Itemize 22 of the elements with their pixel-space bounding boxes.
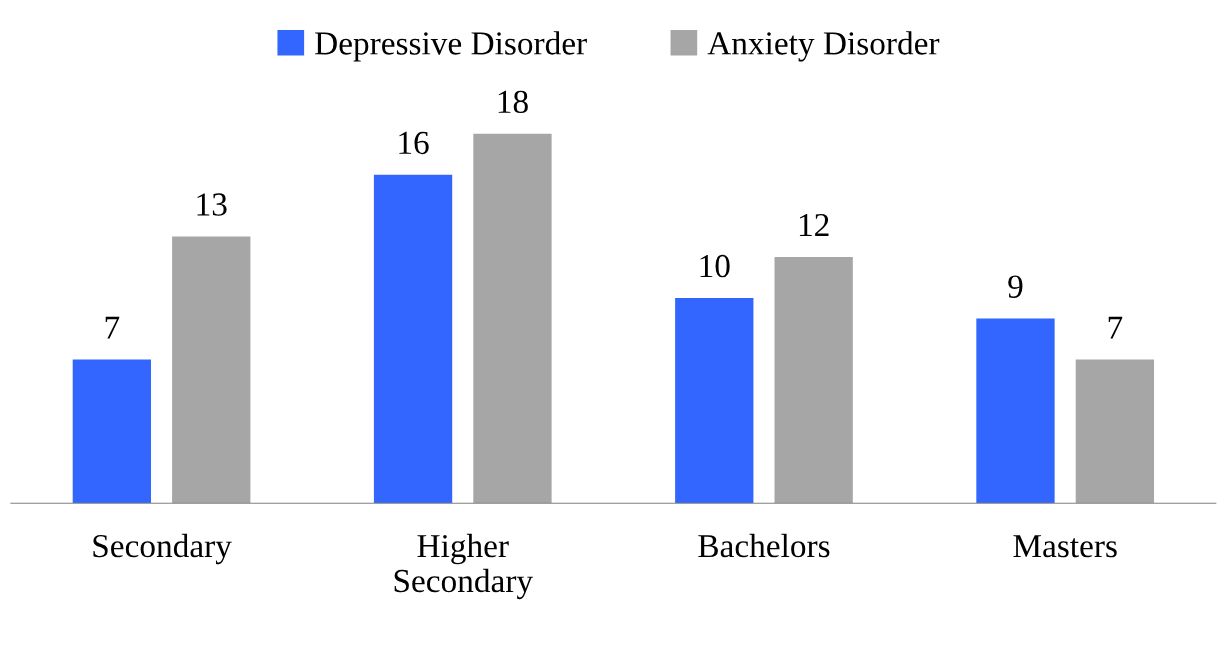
data-label: 7 xyxy=(105,316,120,339)
bar xyxy=(774,256,853,504)
bar xyxy=(72,359,152,504)
x-tick-label: Bachelors xyxy=(698,533,830,558)
data-label: 18 xyxy=(498,90,528,114)
data-label: 13 xyxy=(197,193,227,216)
legend-label: Depressive Disorder xyxy=(315,31,587,62)
legend-label: Anxiety Disorder xyxy=(707,31,940,62)
data-label: 10 xyxy=(700,254,730,278)
data-label: 12 xyxy=(799,213,829,236)
bar xyxy=(976,318,1055,504)
bar xyxy=(675,298,754,504)
data-label: 16 xyxy=(399,131,429,155)
bar xyxy=(1075,359,1155,504)
x-tick-label: Secondary xyxy=(93,533,232,565)
data-label: 9 xyxy=(1008,275,1023,298)
bar xyxy=(172,236,251,504)
x-tick-label: Higher Secondary xyxy=(394,533,533,600)
x-tick-label: Masters xyxy=(1013,535,1117,558)
bar xyxy=(473,133,552,504)
data-label: 7 xyxy=(1108,316,1123,339)
bar xyxy=(373,174,453,504)
